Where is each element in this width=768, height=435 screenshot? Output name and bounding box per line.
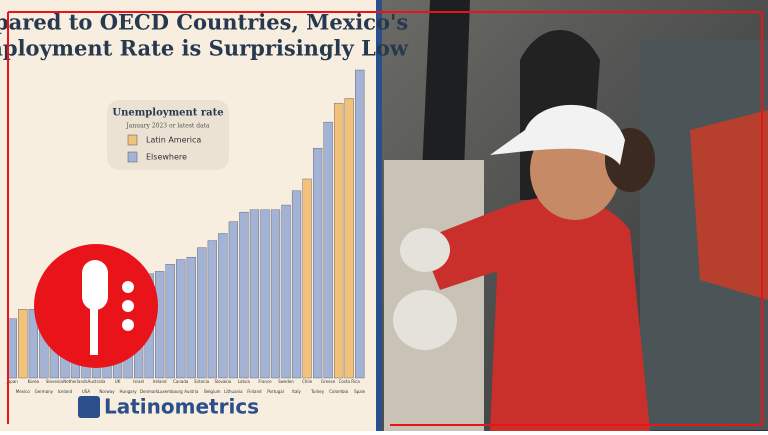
x-tick-label: Portugal: [267, 389, 284, 394]
x-tick-label: Sweden: [278, 379, 294, 384]
x-tick-label: Iceland: [58, 389, 73, 394]
x-tick-label: Lithuania: [224, 389, 243, 394]
bar: [334, 102, 344, 379]
x-tick-label: Japan: [6, 379, 19, 384]
chart-title: mpared to OECD Countries, Mexico's: [0, 10, 408, 35]
brand-logo: [78, 396, 100, 418]
bar: [18, 309, 28, 379]
x-tick-label: Latvia: [238, 379, 251, 384]
chart-title: nemployment Rate is Surprisingly Low: [0, 36, 409, 61]
x-tick-label: Italy: [292, 389, 301, 394]
legend-title: Unemployment rate: [112, 108, 223, 119]
x-tick-label: Greece: [321, 379, 336, 384]
x-tick-label: Germany: [35, 389, 54, 394]
bar: [249, 209, 260, 379]
legend-label: Elsewhere: [146, 153, 187, 162]
bar: [176, 259, 186, 379]
bar: [7, 318, 17, 379]
x-tick-label: Netherlands: [63, 379, 87, 384]
bar: [312, 147, 323, 379]
x-tick-label: Costa Rica: [339, 379, 361, 384]
x-tick-label: Chile: [302, 379, 313, 384]
bar: [260, 209, 270, 379]
bar: [302, 178, 312, 379]
bar: [344, 98, 354, 379]
x-tick-label: Austria: [184, 389, 199, 394]
legend-subtitle: January 2023 or latest data: [125, 123, 210, 130]
x-tick-label: Mexico: [16, 389, 31, 394]
x-tick-label: Estonia: [194, 379, 209, 384]
podcast-icon: [34, 244, 158, 368]
x-tick-label: USA: [82, 389, 91, 394]
x-tick-label: Hungary: [120, 389, 138, 394]
x-tick-label: Australia: [88, 379, 106, 384]
bar: [197, 247, 207, 379]
legend-swatch: [127, 151, 138, 163]
bar: [270, 209, 281, 379]
bar: [218, 233, 228, 379]
bar: [28, 309, 38, 379]
x-tick-label: France: [258, 379, 272, 384]
x-tick-label: Ireland: [153, 379, 167, 384]
x-tick-label: Luxembourg: [158, 389, 183, 394]
legend-label: Latin America: [146, 136, 201, 145]
x-tick-label: Norway: [99, 389, 115, 394]
bar: [291, 190, 302, 379]
x-tick-label: Finland: [247, 389, 262, 394]
bar: [281, 204, 291, 379]
x-tick-label: Turkey: [310, 389, 325, 394]
x-tick-label: UK: [115, 379, 121, 384]
x-tick-label: Colombia: [329, 389, 348, 394]
photo-scene: [384, 0, 768, 431]
x-tick-label: Canada: [173, 379, 189, 384]
x-tick-label: Israel: [133, 379, 144, 384]
x-tick-label: Korea: [28, 379, 40, 384]
bar: [186, 256, 196, 379]
x-tick-label: Slovakia: [214, 379, 231, 384]
bar: [165, 264, 175, 379]
legend-swatch: [127, 134, 138, 146]
bar: [323, 121, 333, 379]
bar: [228, 221, 239, 379]
bar: [207, 240, 217, 379]
legend: Unemployment rate January 2023 or latest…: [107, 100, 229, 170]
x-tick-label: Belgium: [204, 389, 221, 394]
bar: [355, 69, 365, 379]
x-tick-label: Spain: [354, 389, 366, 394]
x-tick-label: Slovenia: [46, 379, 64, 384]
bar: [155, 271, 165, 379]
x-tick-label: Denmark: [140, 389, 159, 394]
bar: [239, 211, 249, 379]
brand: Latinometrics: [104, 395, 259, 419]
divider: [376, 0, 382, 431]
frame: [7, 11, 763, 426]
